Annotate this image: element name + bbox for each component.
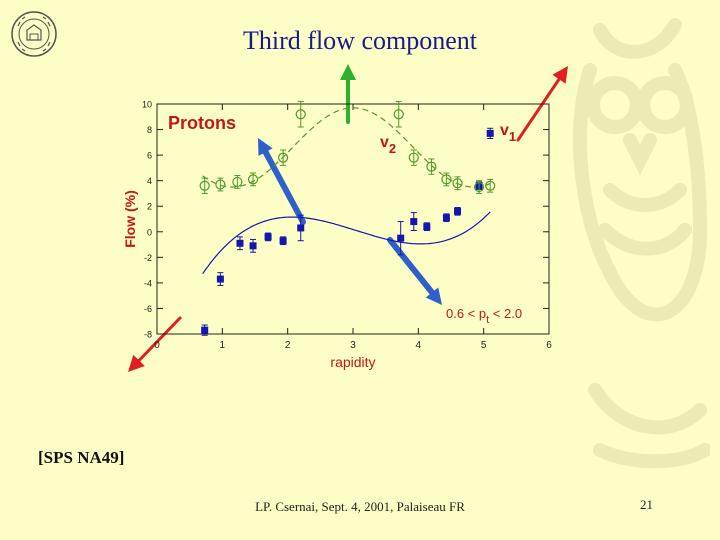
x-axis-label: rapidity [330,354,375,370]
v2-point [199,180,210,191]
v2-point [295,109,306,120]
x-tick-label: 5 [481,340,487,351]
v1-point [249,242,257,250]
arrow-shaft [137,316,182,362]
y-tick-label: 6 [147,151,152,161]
v2-point [393,109,404,120]
v2-point [232,176,243,188]
v1-point [423,223,431,231]
x-tick-label: 6 [546,340,552,351]
particle-label: Protons [168,113,236,133]
blue-arrow-down-right [387,237,442,305]
v1-fit-curve [202,211,491,275]
x-tick-label: 0 [154,340,160,351]
arrow-shaft [387,237,436,296]
v2-point [473,181,485,193]
v1-point [216,275,224,283]
y-tick-label: -6 [144,304,152,314]
x-tick-label: 1 [220,340,226,351]
y-tick-label: 4 [147,176,152,186]
v2-point [277,152,289,163]
v2-point [215,179,226,190]
pt-cut-label: 0.6 < pt < 2.0 [446,306,522,326]
arrow-head [258,138,273,156]
green-arrow-up [340,64,356,124]
v2-point [426,161,437,172]
v2-point [441,174,452,185]
v1-point [442,214,450,222]
v1-point [279,237,287,245]
arrow-head [340,64,356,80]
v1-point [297,224,305,232]
y-tick-label: 0 [147,227,152,237]
plot-area: 0 1 2 3 4 5 6 10 8 6 4 2 0 -2 -4 -6 -8 rapidity Flow (%) Pr… [122,100,552,371]
v2-point [408,152,419,163]
red-arrow-up-right [516,66,568,142]
v1-label: v1 [500,122,516,144]
x-tick-label: 2 [285,340,291,351]
arrow-head [552,66,568,84]
v1-point [410,218,418,226]
v2-point [247,174,259,185]
arrow-shaft [516,77,561,142]
v1-point [264,233,272,241]
y-tick-label: 8 [147,125,152,135]
v1-point [201,326,209,334]
red-arrow-down-left [128,316,182,372]
x-tick-label: 3 [350,340,356,351]
y-tick-label: 10 [142,100,152,110]
y-tick-label: -4 [144,278,152,288]
v1-point [236,239,244,247]
y-tick-label: 2 [147,202,152,212]
owl-watermark-icon [573,18,710,469]
footer-text: LP. Csernai, Sept. 4, 2001, Palaiseau FR [255,499,465,514]
y-tick-label: -2 [144,253,152,263]
v2-fit-curve [202,107,491,188]
v1-point [486,129,494,137]
v2-point [485,180,496,191]
y-axis-label: Flow (%) [122,190,138,248]
arrow-head [425,287,442,305]
page-number: 21 [640,497,653,512]
v2-point [452,178,463,189]
x-tick-label: 4 [416,340,422,351]
v2-label: v2 [380,134,396,156]
v1-point [454,207,462,215]
blue-arrow-up-left [258,138,306,225]
source-label: [SPS NA49] [38,448,125,467]
arrow-shaft [262,149,306,225]
university-seal-icon [11,11,57,57]
slide-title: Third flow component [243,26,477,55]
y-tick-label: -8 [144,330,152,340]
annotation-arrows [128,64,568,372]
v1-point [397,234,405,242]
arrow-head [128,354,145,372]
